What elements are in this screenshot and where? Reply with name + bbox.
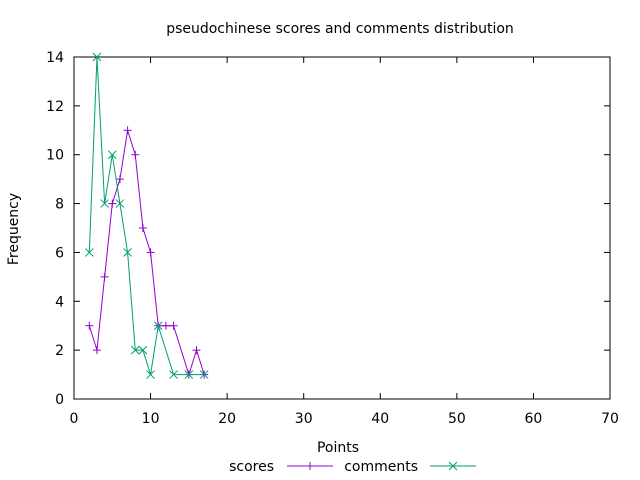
plot-frame [73, 56, 611, 400]
data-point-scores [161, 321, 170, 330]
data-point-comments [130, 345, 140, 355]
y-tick-label: 14 [46, 50, 64, 66]
legend: scores comments [229, 459, 476, 475]
data-point-comments [100, 199, 109, 208]
data-point-comments [199, 370, 209, 379]
data-point-comments [169, 370, 178, 379]
series-layer [84, 52, 209, 379]
y-tick-label: 10 [46, 148, 64, 164]
data-point-comments [107, 150, 117, 160]
x-tick-label: 0 [70, 411, 79, 427]
series-line-comments [88, 56, 205, 376]
legend-label: scores [229, 459, 274, 475]
legend-marker [306, 462, 314, 470]
y-tick-label: 2 [55, 343, 64, 359]
chart-title: pseudochinese scores and comments distri… [166, 21, 514, 37]
x-tick-label: 20 [218, 411, 236, 427]
data-point-comments [84, 248, 94, 257]
data-point-comments [153, 321, 163, 331]
legend-item-comments: comments [344, 459, 476, 475]
legend-marker [448, 461, 458, 471]
axes: 0 10 20 30 40 50 60 70 0 2 4 6 8 10 12 14 [46, 50, 619, 427]
y-tick-label: 8 [55, 197, 64, 213]
data-point-comments [138, 345, 148, 355]
y-tick-label: 6 [55, 245, 64, 261]
x-tick-label: 30 [295, 411, 313, 427]
data-point-scores [92, 346, 101, 355]
data-point-scores [108, 199, 117, 208]
x-tick-label: 70 [601, 411, 619, 427]
legend-label: comments [344, 459, 418, 475]
data-point-scores [85, 321, 94, 330]
data-point-scores [169, 321, 178, 330]
y-tick-label: 12 [46, 99, 64, 115]
data-point-scores [138, 224, 147, 232]
data-point-comments [92, 52, 102, 62]
y-tick-label: 4 [55, 294, 64, 310]
series-scores [85, 126, 209, 379]
data-point-scores [192, 346, 201, 355]
legend-item-scores: scores [229, 459, 333, 475]
data-point-scores [100, 272, 109, 281]
x-axis-label: Points [317, 440, 359, 456]
y-tick-label: 0 [55, 392, 64, 408]
data-point-comments [115, 199, 125, 208]
x-tick-label: 60 [525, 411, 543, 427]
data-point-comments [123, 248, 132, 257]
x-tick-label: 50 [448, 411, 466, 427]
series-comments [84, 52, 209, 379]
x-tick-label: 10 [142, 411, 160, 427]
data-point-scores [115, 175, 124, 184]
data-point-scores [123, 126, 132, 135]
x-tick-label: 40 [371, 411, 389, 427]
data-point-scores [131, 150, 140, 159]
data-point-comments [146, 370, 155, 379]
data-point-comments [184, 370, 194, 379]
data-point-scores [146, 248, 155, 257]
y-axis-label: Frequency [6, 193, 22, 265]
